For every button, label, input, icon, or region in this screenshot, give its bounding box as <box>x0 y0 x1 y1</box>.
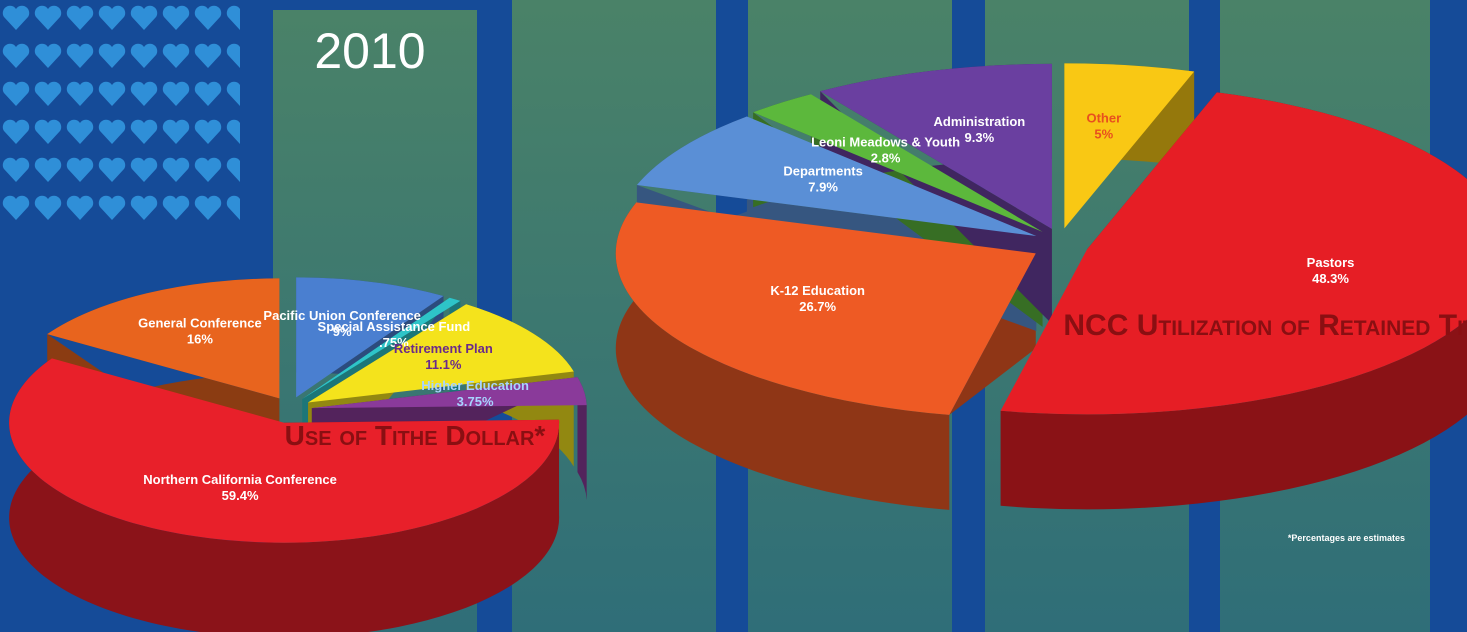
slice <box>311 377 587 409</box>
slice-label: K-12 Education <box>770 283 865 298</box>
slice-label: Northern California Conference <box>143 472 337 487</box>
chart-title: NCC Utilization of Retained Tithe* <box>1063 309 1467 342</box>
slice-label: Leoni Meadows & Youth <box>811 134 960 149</box>
slice <box>9 358 560 543</box>
value-label: .75% <box>379 335 409 350</box>
slice-label: Other <box>1086 111 1121 126</box>
slice-label: Pastors <box>1307 255 1355 270</box>
slice-label: Special Assistance Fund <box>318 319 471 334</box>
value-label: 26.7% <box>799 299 836 314</box>
chart-title: Use of Tithe Dollar* <box>285 420 546 451</box>
slice-label: Departments <box>783 163 862 178</box>
heart-pattern <box>0 0 240 230</box>
value-label: 2.8% <box>871 150 901 165</box>
value-label: 48.3% <box>1312 271 1349 286</box>
slice-label: Higher Education <box>421 378 529 393</box>
value-label: 5% <box>1094 127 1113 142</box>
value-label: 3.75% <box>457 394 494 409</box>
footnote: *Percentages are estimates <box>1288 533 1405 543</box>
value-label: 9% <box>333 324 352 339</box>
slice-label: Administration <box>933 114 1025 129</box>
value-label: 16% <box>187 331 213 346</box>
slice <box>302 297 461 400</box>
slice <box>753 94 1043 232</box>
slice <box>615 202 1036 415</box>
slice <box>636 116 1037 237</box>
slice <box>820 63 1052 229</box>
year: 2010 <box>314 23 425 79</box>
slice <box>47 278 280 399</box>
pie-slices <box>9 277 587 543</box>
slice <box>308 304 574 403</box>
slice <box>296 277 444 398</box>
slice-side <box>311 377 587 504</box>
slice <box>1064 63 1195 229</box>
slice-side <box>615 202 1036 510</box>
value-label: 59.4% <box>222 488 259 503</box>
pie-slices <box>615 63 1467 415</box>
slice-label: Pacific Union Conference <box>263 308 420 323</box>
slice-label: Retirement Plan <box>394 341 493 356</box>
slice <box>1000 92 1467 415</box>
value-label: 11.1% <box>425 357 462 372</box>
value-label: 7.9% <box>808 179 838 194</box>
slice-label: General Conference <box>138 315 262 330</box>
value-label: 9.3% <box>965 130 995 145</box>
